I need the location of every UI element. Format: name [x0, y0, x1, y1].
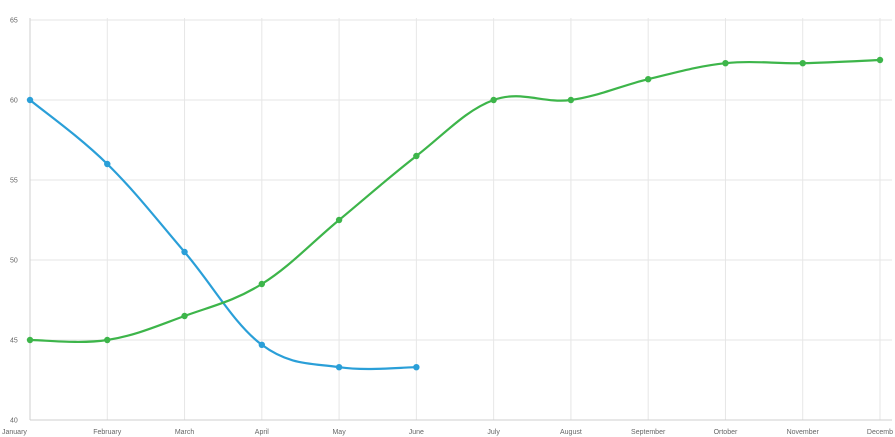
- data-point-series-2: [644, 76, 652, 83]
- data-point-series-2: [799, 60, 806, 67]
- x-tick-label: Decemb: [867, 429, 893, 436]
- data-point-series-1: [26, 96, 34, 104]
- x-tick-label: July: [487, 429, 500, 436]
- data-point-series-2: [567, 96, 575, 104]
- x-tick-label: Ortober: [714, 429, 738, 436]
- series-layer: [28, 58, 882, 371]
- data-point-series-2: [722, 60, 729, 67]
- y-tick-label: 65: [10, 18, 18, 25]
- data-point-series-2: [490, 96, 497, 104]
- x-tick-label: September: [631, 429, 666, 436]
- y-tick-label: 45: [10, 338, 18, 345]
- x-tick-label: January: [2, 429, 27, 436]
- y-tick-label: 60: [10, 98, 18, 105]
- y-tick-label: 40: [10, 418, 18, 425]
- data-point-series-2: [413, 152, 420, 160]
- series-line-2: [28, 58, 882, 344]
- data-point-series-1: [413, 364, 420, 371]
- marker-layer: [26, 56, 884, 371]
- data-point-series-2: [258, 280, 266, 288]
- data-point-series-2: [26, 336, 34, 344]
- x-tick-label: November: [787, 429, 820, 436]
- data-point-series-1: [104, 160, 111, 168]
- x-tick-label: March: [175, 429, 195, 436]
- x-tick-label: May: [332, 429, 346, 436]
- y-tick-label: 55: [10, 178, 18, 185]
- data-point-series-2: [335, 216, 343, 224]
- data-point-series-1: [335, 364, 343, 371]
- label-layer: 40 45 50 55 60 65 January February March April May…: [2, 18, 893, 437]
- data-point-series-2: [104, 336, 111, 344]
- grid-layer: [29, 18, 892, 421]
- x-tick-label: August: [560, 429, 582, 436]
- x-tick-label: February: [93, 429, 122, 436]
- data-point-series-2: [876, 56, 884, 64]
- data-point-series-1: [181, 248, 188, 256]
- axis-layer: [29, 18, 892, 421]
- series-line-1: [28, 98, 418, 371]
- data-point-series-2: [181, 312, 188, 320]
- y-tick-label: 50: [10, 258, 18, 265]
- x-tick-label: April: [255, 429, 269, 436]
- x-tick-label: June: [409, 429, 424, 436]
- data-point-series-1: [258, 341, 266, 348]
